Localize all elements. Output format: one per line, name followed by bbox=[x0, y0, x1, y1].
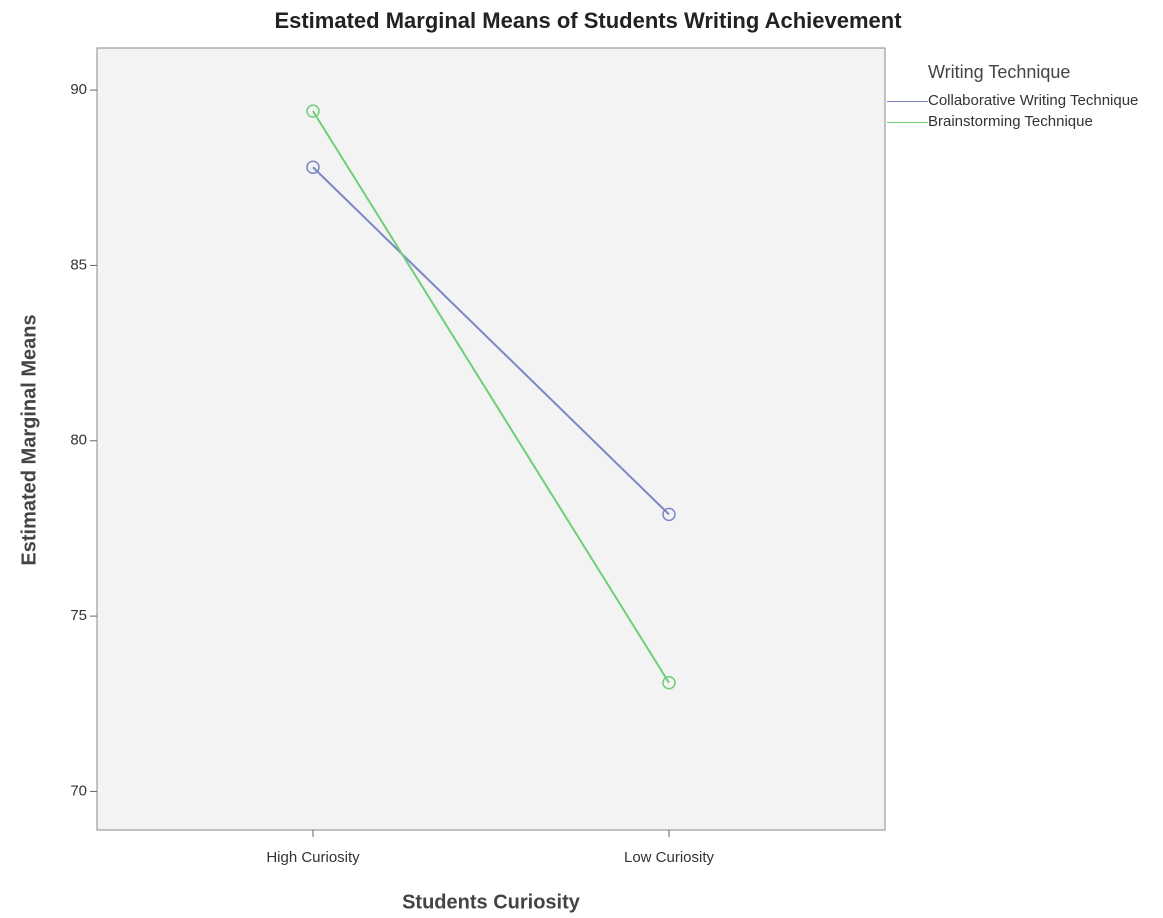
point-marker bbox=[662, 507, 676, 522]
y-tick-label: 85 bbox=[70, 256, 87, 273]
legend-entry: Collaborative Writing Technique bbox=[887, 93, 1163, 108]
y-axis-label: Estimated Marginal Means bbox=[18, 314, 40, 565]
plot-area bbox=[96, 47, 886, 831]
point-marker bbox=[306, 104, 320, 118]
y-tick-label: 80 bbox=[70, 432, 87, 449]
point-marker bbox=[662, 675, 676, 690]
legend-entry: Brainstorming Technique bbox=[887, 114, 1163, 129]
legend-swatch bbox=[887, 122, 928, 123]
point-marker bbox=[306, 160, 320, 174]
legend-title: Writing Technique bbox=[928, 62, 1071, 82]
legend-label: Brainstorming Technique bbox=[928, 113, 1093, 130]
y-tick-label: 70 bbox=[70, 782, 87, 799]
legend-label: Collaborative Writing Technique bbox=[928, 92, 1139, 109]
series-line bbox=[312, 166, 670, 516]
legend: Writing Technique Collaborative Writing … bbox=[887, 62, 1163, 135]
x-tick-label: Low Curiosity bbox=[624, 849, 715, 866]
chart-title: Estimated Marginal Means of Students Wri… bbox=[274, 8, 902, 33]
x-axis-label: Students Curiosity bbox=[402, 891, 581, 913]
series-line bbox=[312, 110, 670, 684]
legend-swatch bbox=[887, 101, 928, 102]
y-tick-label: 90 bbox=[70, 81, 87, 98]
y-tick-label: 75 bbox=[70, 607, 87, 624]
x-tick-label: High Curiosity bbox=[266, 849, 360, 866]
